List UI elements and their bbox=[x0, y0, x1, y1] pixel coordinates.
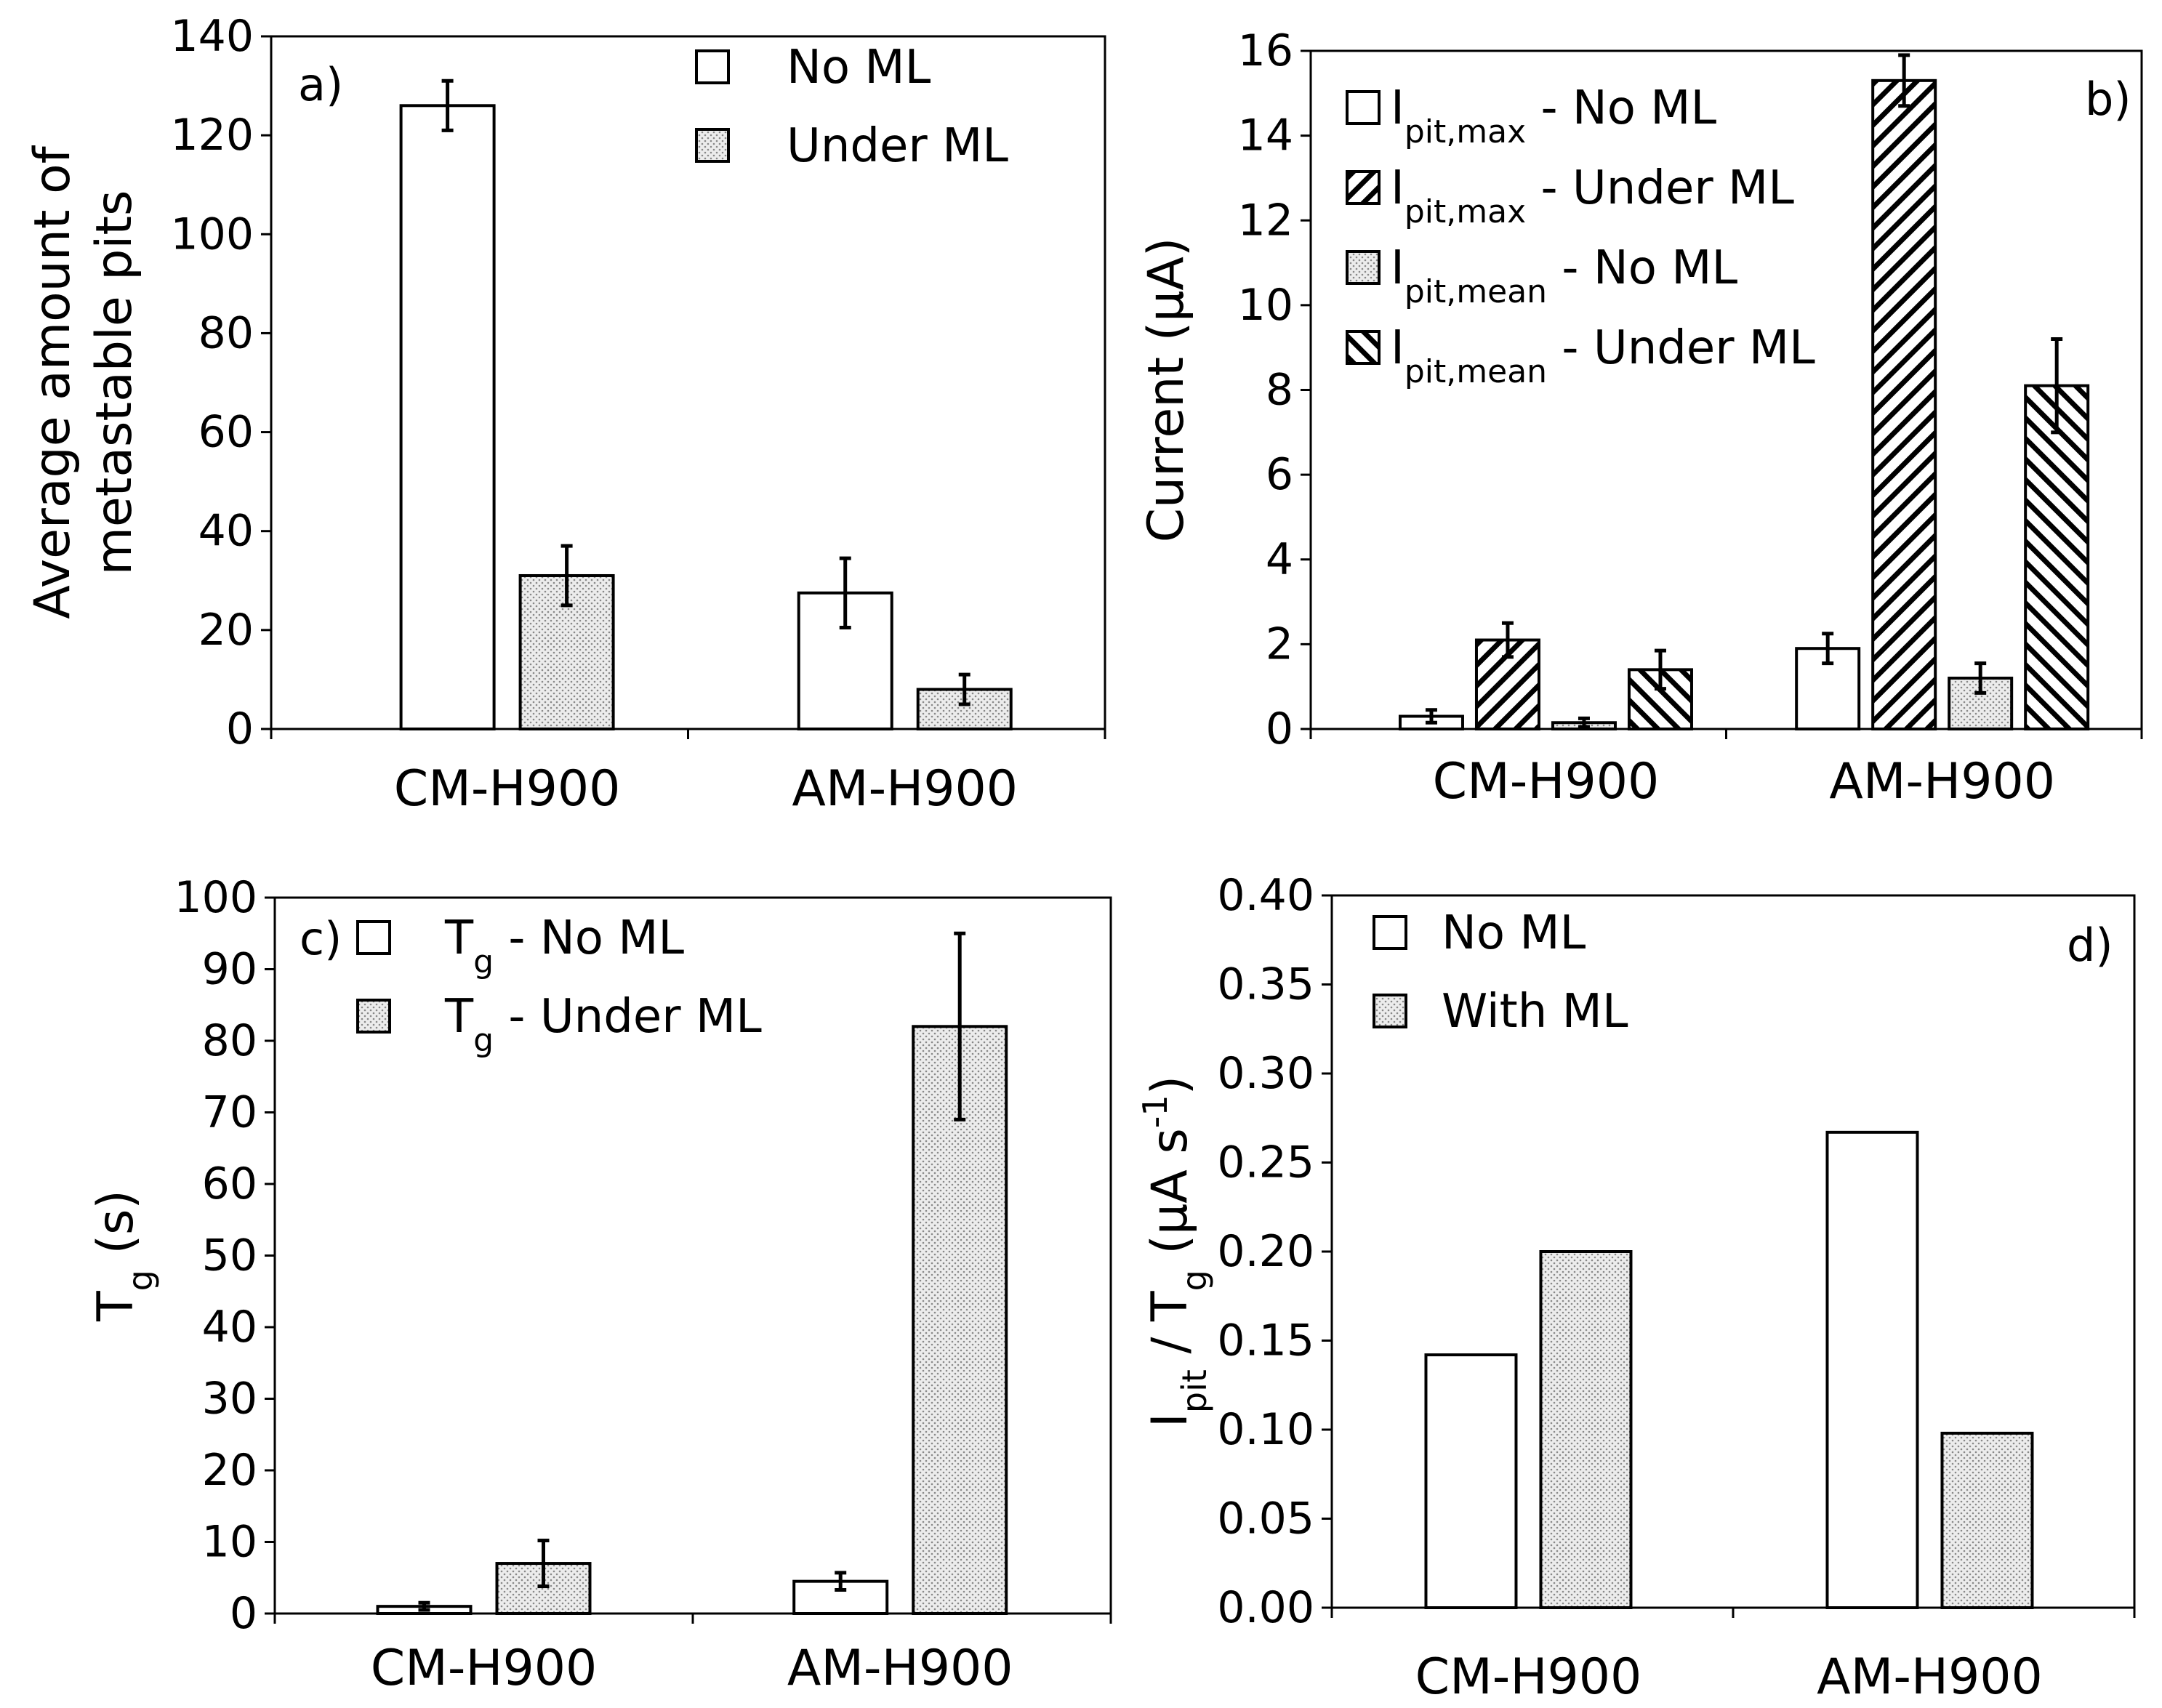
y-tick-label: 60 bbox=[202, 1159, 257, 1209]
panel-d: 0.00 0.05 0.10 0.15 0.20 0.25 0.30 0.35 0.40 CM-H… bbox=[1136, 870, 2136, 1706]
y-tick-label: 100 bbox=[170, 209, 254, 259]
category-label: CM-H900 bbox=[371, 1640, 598, 1697]
bar bbox=[1539, 1250, 1633, 1609]
y-tick-label: 40 bbox=[198, 506, 254, 557]
legend-label: With ML bbox=[1442, 985, 1628, 1039]
category-label: AM-H900 bbox=[792, 760, 1018, 818]
y-tick-label: 14 bbox=[1238, 110, 1293, 161]
legend-swatch bbox=[356, 999, 391, 1034]
legend-label: No ML bbox=[1442, 906, 1586, 960]
y-tick-label: 2 bbox=[1266, 619, 1293, 669]
legend-swatch bbox=[356, 920, 391, 955]
panel-a: 0 20 40 60 80 100 120 140 CM-H900 AM-H900 a) Averag… bbox=[24, 11, 1106, 818]
legend-swatch bbox=[695, 49, 730, 84]
y-tick-label: 16 bbox=[1238, 25, 1293, 76]
y-tick-label: 90 bbox=[202, 944, 257, 995]
y-tick-label: 10 bbox=[202, 1517, 257, 1568]
bar bbox=[1825, 1130, 1919, 1609]
y-tick-label: 0.15 bbox=[1217, 1316, 1314, 1366]
legend-label: Ipit,mean - No ML bbox=[1391, 241, 1737, 310]
legend: No ML With ML bbox=[1373, 906, 1628, 1039]
panel-label: b) bbox=[2085, 73, 2131, 126]
plot-frame bbox=[1309, 49, 2143, 730]
y-tick-label: 70 bbox=[202, 1087, 257, 1138]
panel-b: 0 2 4 6 8 10 12 14 16 CM-H900 AM-H900 b) Current (μA… bbox=[1138, 25, 2143, 810]
y-tick-label: 100 bbox=[174, 872, 257, 923]
legend-swatch bbox=[1346, 330, 1381, 365]
y-tick-label: 10 bbox=[1238, 280, 1293, 331]
y-tick-label: 4 bbox=[1266, 534, 1293, 585]
category-label: AM-H900 bbox=[1829, 753, 2055, 810]
y-tick-label: 30 bbox=[202, 1374, 257, 1425]
y-axis-label: metastable pits bbox=[86, 190, 143, 576]
y-tick-label: 20 bbox=[202, 1445, 257, 1496]
y-tick-label: 0.05 bbox=[1217, 1494, 1314, 1544]
legend-swatch bbox=[695, 128, 730, 163]
bar bbox=[2024, 384, 2090, 730]
legend: Ipit,max - No ML Ipit,max - Under ML Ipit,… bbox=[1346, 81, 1815, 390]
category-label: AM-H900 bbox=[787, 1640, 1013, 1697]
y-axis-label: Tg (s) bbox=[87, 1190, 160, 1322]
y-tick-label: 0.10 bbox=[1217, 1404, 1314, 1455]
legend-label: Ipit,max - No ML bbox=[1391, 81, 1717, 150]
category-label: AM-H900 bbox=[1817, 1648, 2043, 1706]
bar bbox=[1424, 1353, 1518, 1609]
legend-label: Under ML bbox=[787, 119, 1008, 173]
y-tick-label: 0.40 bbox=[1217, 870, 1314, 921]
y-tick-label: 0 bbox=[230, 1588, 257, 1639]
y-tick-label: 12 bbox=[1238, 195, 1293, 246]
panel-label: a) bbox=[298, 58, 343, 111]
bar bbox=[399, 104, 496, 731]
y-tick-label: 0.00 bbox=[1217, 1582, 1314, 1633]
y-tick-label: 140 bbox=[170, 11, 254, 62]
y-tick-label: 80 bbox=[198, 307, 254, 358]
panel-label: d) bbox=[2067, 919, 2113, 972]
y-tick-label: 8 bbox=[1266, 365, 1293, 416]
y-tick-label: 80 bbox=[202, 1015, 257, 1066]
y-tick-label: 0.30 bbox=[1217, 1048, 1314, 1099]
y-tick-label: 120 bbox=[170, 110, 254, 161]
y-axis-label: Ipit / Tg (μA s-1) bbox=[1136, 1076, 1214, 1427]
bar bbox=[1940, 1431, 2034, 1610]
y-tick-label: 0.25 bbox=[1217, 1137, 1314, 1188]
legend-label: No ML bbox=[787, 41, 931, 94]
legend-swatch bbox=[1346, 90, 1381, 125]
y-tick-label: 6 bbox=[1266, 449, 1293, 500]
panel-label: c) bbox=[300, 912, 342, 965]
legend-swatch bbox=[1373, 994, 1407, 1028]
category-label: CM-H900 bbox=[394, 760, 621, 818]
bar bbox=[1871, 78, 1937, 731]
y-tick-label: 50 bbox=[202, 1230, 257, 1281]
y-tick-label: 60 bbox=[198, 407, 254, 458]
y-tick-label: 0 bbox=[226, 704, 254, 754]
legend-label: Tg - Under ML bbox=[444, 990, 762, 1059]
legend: No ML Under ML bbox=[695, 41, 1008, 173]
legend-swatch bbox=[1346, 170, 1381, 205]
bar bbox=[1795, 647, 1861, 730]
legend-swatch bbox=[1373, 915, 1407, 950]
legend-swatch bbox=[1346, 250, 1381, 285]
bar bbox=[797, 591, 893, 731]
panel-c: 0 10 20 30 40 50 60 70 80 90 100 CM-H900 AM-H900 c) Tg… bbox=[87, 872, 1112, 1697]
category-label: CM-H900 bbox=[1415, 1648, 1642, 1706]
y-tick-label: 0.20 bbox=[1217, 1226, 1314, 1277]
legend: Tg - No ML Tg - Under ML bbox=[356, 911, 762, 1059]
y-tick-label: 0.35 bbox=[1217, 959, 1314, 1010]
y-tick-label: 0 bbox=[1266, 704, 1293, 754]
y-tick-label: 20 bbox=[198, 605, 254, 656]
legend-label: Tg - No ML bbox=[444, 911, 684, 980]
y-axis-label: Average amount of bbox=[24, 145, 81, 619]
legend-label: Ipit,max - Under ML bbox=[1391, 161, 1794, 230]
y-axis-label: Current (μA) bbox=[1138, 238, 1195, 543]
legend-label: Ipit,mean - Under ML bbox=[1391, 321, 1815, 390]
y-tick-label: 40 bbox=[202, 1302, 257, 1353]
category-label: CM-H900 bbox=[1433, 753, 1660, 810]
